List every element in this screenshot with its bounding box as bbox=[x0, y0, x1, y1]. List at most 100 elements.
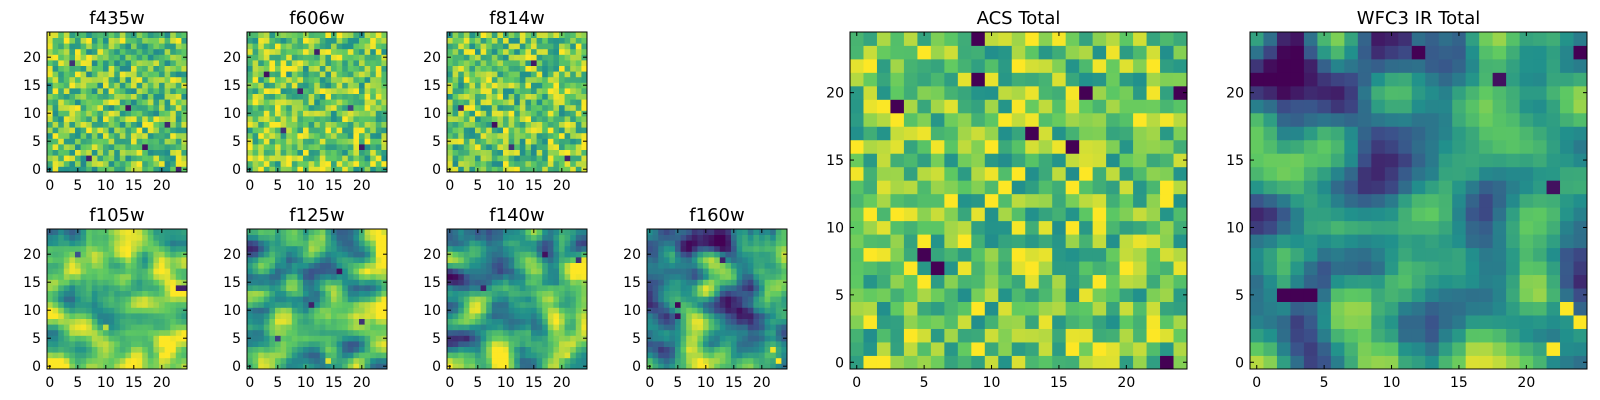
heatmap-cell bbox=[336, 93, 343, 100]
heatmap-cell bbox=[531, 296, 537, 303]
heatmap-cell bbox=[370, 341, 377, 347]
heatmap-cell bbox=[314, 155, 321, 162]
heatmap-cell bbox=[714, 307, 721, 314]
heatmap-cell bbox=[170, 285, 177, 291]
heatmap-cell bbox=[303, 301, 309, 308]
heatmap-cell bbox=[58, 352, 65, 359]
heatmap-cell bbox=[75, 301, 81, 308]
heatmap-cell bbox=[675, 357, 681, 364]
heatmap-cell bbox=[652, 268, 659, 275]
heatmap-cell bbox=[514, 341, 521, 347]
heatmap-cell bbox=[458, 240, 465, 247]
heatmap-cell bbox=[850, 153, 864, 168]
heatmap-cell bbox=[1038, 180, 1053, 195]
heatmap-cell bbox=[1065, 220, 1080, 235]
heatmap-cell bbox=[564, 127, 571, 134]
heatmap-cell bbox=[984, 342, 999, 356]
heatmap-cell bbox=[286, 160, 293, 167]
heatmap-cell bbox=[375, 76, 382, 83]
heatmap-cell bbox=[170, 313, 177, 319]
x-tick-label: 0 bbox=[245, 375, 254, 391]
heatmap-cell bbox=[708, 279, 715, 286]
heatmap-cell bbox=[680, 229, 687, 235]
heatmap-cell bbox=[370, 363, 377, 370]
heatmap-cell bbox=[1065, 166, 1080, 181]
heatmap-cell bbox=[275, 357, 281, 364]
heatmap-cell bbox=[581, 43, 588, 50]
heatmap-cell bbox=[108, 262, 115, 269]
heatmap-cell bbox=[108, 65, 115, 72]
heatmap-cell bbox=[703, 285, 709, 291]
heatmap-cell bbox=[164, 341, 171, 347]
heatmap-cell bbox=[564, 279, 571, 286]
heatmap-cell bbox=[119, 60, 126, 66]
heatmap-cell bbox=[514, 76, 521, 83]
heatmap-cell bbox=[564, 138, 571, 145]
heatmap-cell bbox=[691, 313, 698, 319]
heatmap-cell bbox=[342, 166, 349, 173]
heatmap-cell bbox=[319, 307, 326, 314]
heatmap-cell bbox=[170, 43, 177, 50]
heatmap-cell bbox=[469, 54, 476, 61]
heatmap-cell bbox=[108, 144, 115, 150]
heatmap-cell bbox=[52, 357, 59, 364]
heatmap-cell bbox=[452, 335, 459, 342]
heatmap-cell bbox=[164, 262, 171, 269]
heatmap-cell bbox=[91, 363, 98, 370]
heatmap-cell bbox=[514, 335, 521, 342]
heatmap-cell bbox=[263, 273, 270, 280]
heatmap-cell bbox=[475, 318, 481, 325]
heatmap-cell bbox=[458, 93, 465, 100]
heatmap-cell bbox=[91, 138, 98, 145]
heatmap-cell bbox=[652, 290, 659, 297]
heatmap-cell bbox=[570, 335, 577, 342]
heatmap-cell bbox=[86, 363, 93, 370]
heatmap-cell bbox=[319, 229, 326, 235]
heatmap-cell bbox=[475, 346, 481, 353]
heatmap-cell bbox=[353, 346, 360, 353]
heatmap-cell bbox=[314, 262, 321, 269]
x-tick-label: 20 bbox=[353, 178, 371, 194]
heatmap-cell bbox=[491, 54, 498, 61]
heatmap-cell bbox=[291, 48, 298, 55]
heatmap-cell bbox=[691, 245, 698, 252]
heatmap-cell bbox=[1065, 355, 1080, 370]
heatmap-cell bbox=[247, 245, 253, 252]
heatmap-cell bbox=[275, 290, 281, 297]
heatmap-cell bbox=[280, 43, 287, 50]
heatmap-cell bbox=[308, 104, 315, 111]
heatmap-cell bbox=[497, 307, 504, 314]
heatmap-cell bbox=[353, 138, 360, 145]
heatmap-cell bbox=[97, 32, 104, 38]
heatmap-cell bbox=[525, 127, 532, 134]
heatmap-cell bbox=[247, 99, 253, 106]
heatmap-cell bbox=[58, 104, 65, 111]
heatmap-cell bbox=[252, 301, 259, 308]
heatmap-cell bbox=[463, 296, 470, 303]
heatmap-cell bbox=[159, 279, 165, 286]
heatmap-cell bbox=[547, 110, 554, 117]
heatmap-cell bbox=[103, 99, 109, 106]
heatmap-cell bbox=[542, 240, 549, 247]
heatmap-cell bbox=[375, 279, 382, 286]
heatmap-cell bbox=[63, 82, 70, 89]
heatmap-cell bbox=[142, 279, 149, 286]
heatmap-cell bbox=[519, 268, 526, 275]
heatmap-cell bbox=[86, 346, 93, 353]
heatmap-cell bbox=[503, 132, 509, 139]
heatmap-cell bbox=[747, 335, 754, 342]
heatmap-cell bbox=[863, 355, 878, 370]
heatmap-cells bbox=[47, 32, 188, 173]
heatmap-cell bbox=[52, 268, 59, 275]
heatmap-cell bbox=[275, 65, 281, 72]
heatmap-cell bbox=[447, 268, 453, 275]
heatmap-cell bbox=[142, 363, 149, 370]
heatmap-cell bbox=[1025, 247, 1040, 262]
heatmap-cell bbox=[519, 296, 526, 303]
heatmap-cell bbox=[69, 245, 76, 252]
heatmap-cell bbox=[652, 329, 659, 336]
heatmap-cell bbox=[97, 257, 104, 263]
heatmap-cell bbox=[486, 88, 493, 94]
heatmap-cell bbox=[480, 262, 487, 269]
